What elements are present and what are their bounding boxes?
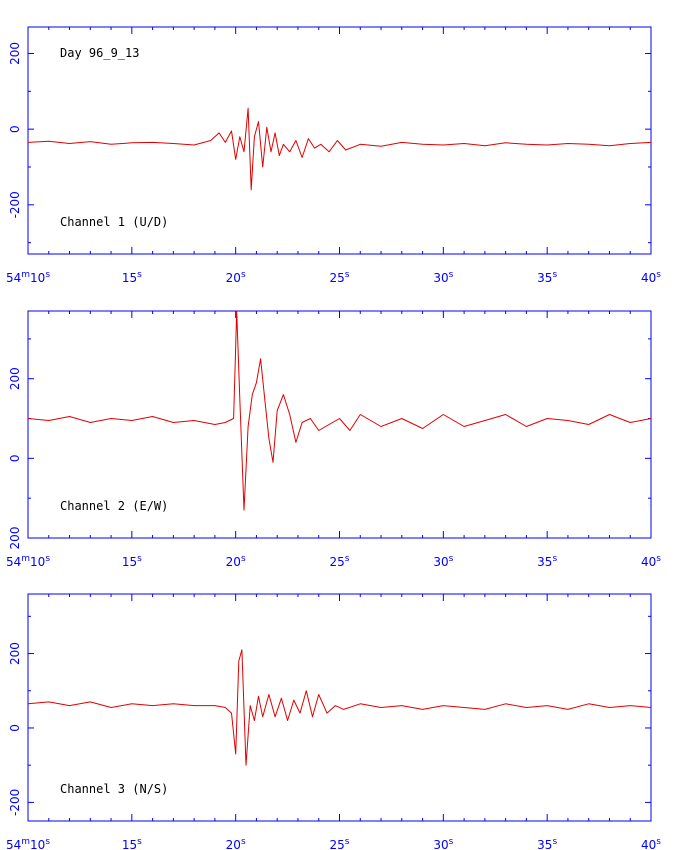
x-tick-label: 54m10s <box>6 270 50 285</box>
channel-panel-1: 200 0 -200 54m10s 15s 20s 25s 30s 35s 40s Day 96_9… <box>6 26 661 285</box>
x-tick-label: 20s <box>226 554 246 569</box>
channel-panel-3: 200 0 -200 54m10s 15s 20s 25s 30s 35s 40s Channel … <box>6 593 661 850</box>
x-tick-label: 20s <box>226 837 246 850</box>
x-tick-label: 25s <box>330 270 350 285</box>
x-tick-label: 35s <box>537 837 557 850</box>
y-tick-label: 200 <box>8 642 22 665</box>
x-tick-label: 15s <box>122 270 142 285</box>
y-tick-label: 200 <box>8 367 22 390</box>
seismic-trace <box>27 310 652 511</box>
y-tick-label: 200 <box>8 42 22 65</box>
x-tick-label: 54m10s <box>6 837 50 850</box>
channel-panel-2: 200 0 200 54m10s 15s 20s 25s 30s 35s 40s Channel 2… <box>6 310 661 569</box>
x-tick-label: 35s <box>537 270 557 285</box>
y-tick-label: -200 <box>8 191 22 218</box>
x-tick-label: 54m10s <box>6 554 50 569</box>
x-tick-label: 15s <box>122 554 142 569</box>
figure-title: Day 96_9_13 <box>60 46 139 60</box>
channel-label: Channel 2 (E/W) <box>60 499 168 513</box>
x-tick-label: 40s <box>641 270 661 285</box>
seismic-trace <box>27 107 652 191</box>
channel-label: Channel 3 (N/S) <box>60 782 168 796</box>
x-tick-label: 35s <box>537 554 557 569</box>
seismic-trace <box>27 649 652 766</box>
x-tick-label: 30s <box>433 837 453 850</box>
y-tick-label: 200 <box>8 527 22 550</box>
y-tick-label: -200 <box>8 789 22 816</box>
x-tick-label: 40s <box>641 554 661 569</box>
x-tick-label: 30s <box>433 270 453 285</box>
y-tick-label: 0 <box>8 125 22 133</box>
y-tick-label: 0 <box>8 724 22 732</box>
x-tick-label: 15s <box>122 837 142 850</box>
channel-label: Channel 1 (U/D) <box>60 215 168 229</box>
x-tick-label: 20s <box>226 270 246 285</box>
x-tick-label: 25s <box>330 554 350 569</box>
y-tick-label: 0 <box>8 455 22 463</box>
x-tick-label: 40s <box>641 837 661 850</box>
x-tick-label: 25s <box>330 837 350 850</box>
x-tick-label: 30s <box>433 554 453 569</box>
